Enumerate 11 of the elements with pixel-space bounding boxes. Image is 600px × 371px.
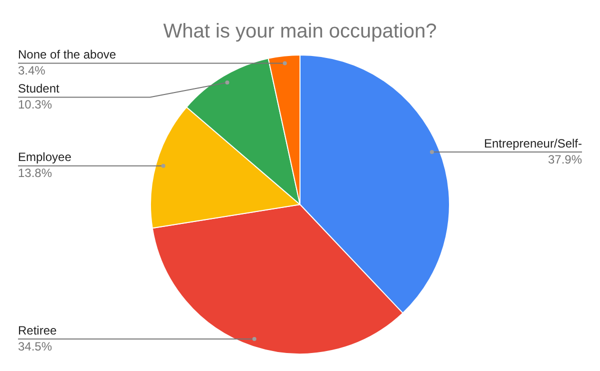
slice-label: Retiree (18, 323, 58, 338)
data-label: 13.8% (18, 166, 52, 180)
data-label: 10.3% (18, 98, 52, 112)
slice-label: Entrepreneur/Self- (484, 136, 582, 150)
data-label: 37.9% (548, 152, 582, 166)
slice-label: Student (18, 82, 60, 96)
data-label: 34.5% (18, 339, 52, 354)
chart-title: What is your main occupation? (163, 20, 437, 43)
slice-label: None of the above (18, 48, 116, 62)
data-label: 3.4% (18, 64, 46, 78)
slice-label: Employee (18, 150, 72, 164)
